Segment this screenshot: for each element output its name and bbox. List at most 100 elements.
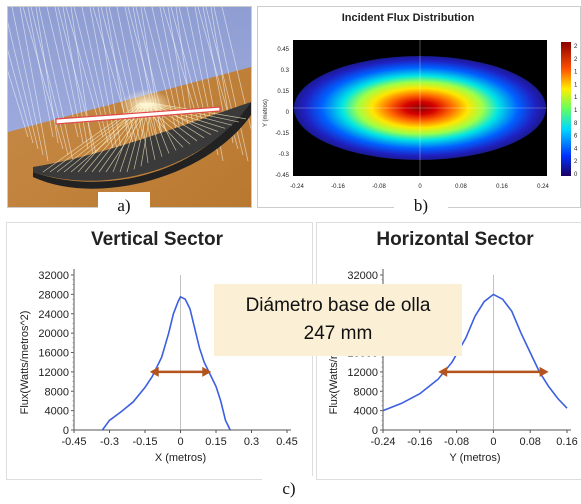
colorbar-tick: 1 xyxy=(574,70,578,76)
colorbar-tick: 4 xyxy=(574,146,578,152)
sun-ray xyxy=(108,7,144,156)
sun-ray xyxy=(132,7,159,144)
flux-map-title: Incident Flux Distribution xyxy=(341,12,475,24)
flux-map-y-tick: 0.45 xyxy=(277,47,289,53)
colorbar-ticks: 2 2 1 1 1 1 8 6 4 2 0 xyxy=(574,44,578,178)
sun-ray xyxy=(89,7,119,156)
y-tick-label: 20000 xyxy=(38,328,69,340)
flux-map-x-tick: -0.16 xyxy=(331,184,345,190)
panel-b-label: b) xyxy=(394,192,448,220)
flux-map-ylabel: Y (metros) xyxy=(263,99,269,127)
diameter-arrow-head-left xyxy=(149,366,159,377)
colorbar-tick: 0 xyxy=(574,172,578,178)
flux-map-x-tick: -0.08 xyxy=(372,184,386,190)
y-tick-label: 0 xyxy=(63,425,69,437)
x-tick-label: -0.45 xyxy=(61,436,86,448)
flux-map-y-tick: 0.3 xyxy=(281,68,290,74)
raytrace-render xyxy=(7,6,252,208)
x-tick-label: -0.08 xyxy=(444,436,469,448)
flux-map-y-tick: -0.15 xyxy=(275,131,289,137)
diameter-arrow-head-right xyxy=(202,366,212,377)
sun-ray xyxy=(100,7,139,150)
x-tick-label: 0.3 xyxy=(244,436,259,448)
sun-ray xyxy=(151,7,184,144)
raytrace-scene xyxy=(8,7,251,207)
flux-map-x-tick: -0.24 xyxy=(290,184,304,190)
flux-map-x-tick: 0 xyxy=(418,184,422,190)
flux-series-line xyxy=(101,295,231,431)
sun-ray xyxy=(8,21,39,150)
vertical-sector-chart: 320002800024000200001600012000800040000-… xyxy=(19,269,298,464)
x-axis-label: Y (metros) xyxy=(449,452,500,464)
flux-map-svg: Y (metros) -0.24 -0.16 -0.08 0 0.08 0.16 0.24 … xyxy=(263,40,578,190)
y-tick-label: 0 xyxy=(372,425,378,437)
sun-ray xyxy=(116,7,149,162)
flux-map-x-ticks: -0.24 -0.16 -0.08 0 0.08 0.16 0.24 xyxy=(290,184,549,190)
sun-ray xyxy=(81,7,114,150)
x-tick-label: 0 xyxy=(490,436,496,448)
colorbar-tick: 6 xyxy=(574,134,578,140)
sun-ray xyxy=(8,70,29,138)
x-tick-label: -0.16 xyxy=(407,436,432,448)
horizontal-sector-title: Horizontal Sector xyxy=(376,229,534,250)
colorbar-tick: 1 xyxy=(574,108,578,114)
dish-reflector xyxy=(33,102,251,189)
sun-ray xyxy=(8,49,34,144)
sun-ray xyxy=(92,7,134,144)
sun-ray xyxy=(22,7,64,150)
sun-ray xyxy=(70,7,94,156)
y-axis-label: Flux(Watts/metros^2) xyxy=(19,311,31,415)
sun-ray xyxy=(57,7,99,162)
sun-ray xyxy=(62,7,89,150)
callout-line1: Diámetro base de olla xyxy=(245,295,431,316)
panel-c-label: c) xyxy=(262,476,316,502)
sun-ray xyxy=(97,7,124,162)
colorbar xyxy=(561,42,571,176)
colorbar-tick: 2 xyxy=(574,57,578,63)
flux-map-y-tick: -0.3 xyxy=(279,152,290,158)
colorbar-tick: 1 xyxy=(574,95,578,101)
sun-ray xyxy=(19,7,49,162)
colorbar-tick: 2 xyxy=(574,44,578,50)
sun-ray xyxy=(46,7,79,138)
sun-ray xyxy=(162,7,204,138)
flux-map-x-tick: 0.08 xyxy=(455,184,467,190)
y-tick-label: 16000 xyxy=(38,348,69,360)
y-tick-label: 12000 xyxy=(347,367,378,379)
y-tick-label: 4000 xyxy=(45,406,69,418)
sun-ray xyxy=(140,7,164,150)
sun-ray xyxy=(65,7,104,138)
x-tick-label: 0.08 xyxy=(519,436,540,448)
x-tick-label: -0.15 xyxy=(132,436,157,448)
sun-ray xyxy=(11,7,44,156)
y-tick-label: 32000 xyxy=(347,270,378,282)
y-tick-label: 8000 xyxy=(45,386,69,398)
sun-ray xyxy=(35,7,59,144)
diameter-callout: Diámetro base de olla 247 mm xyxy=(214,284,462,356)
sun-ray xyxy=(127,7,169,156)
sun-ray xyxy=(213,7,249,162)
diameter-arrow-head-left xyxy=(438,366,448,377)
x-tick-label: 0.45 xyxy=(276,436,297,448)
y-tick-label: 24000 xyxy=(38,309,69,321)
vertical-sector-title: Vertical Sector xyxy=(90,229,224,250)
sun-ray xyxy=(27,7,54,138)
callout-line2: 247 mm xyxy=(303,323,373,344)
flux-map-y-tick: -0.45 xyxy=(275,173,289,179)
receiver-bar xyxy=(55,106,221,125)
sun-ray xyxy=(38,7,74,162)
x-tick-label: 0.15 xyxy=(205,436,226,448)
y-tick-label: 12000 xyxy=(38,367,69,379)
colorbar-tick: 2 xyxy=(574,159,578,165)
flux-map-x-tick: 0.16 xyxy=(496,184,508,190)
flux-map-y-tick: 0 xyxy=(286,110,290,116)
y-tick-label: 4000 xyxy=(354,406,378,418)
sun-ray xyxy=(159,7,189,150)
x-tick-label: -0.3 xyxy=(100,436,119,448)
flux-map-panel: Incident Flux Distribution xyxy=(257,6,581,208)
x-tick-label: 0.16 xyxy=(556,436,577,448)
y-tick-label: 32000 xyxy=(38,270,69,282)
flux-map-x-tick: 0.24 xyxy=(537,184,549,190)
flux-map-y-tick: 0.15 xyxy=(277,89,289,95)
y-tick-label: 8000 xyxy=(354,386,378,398)
